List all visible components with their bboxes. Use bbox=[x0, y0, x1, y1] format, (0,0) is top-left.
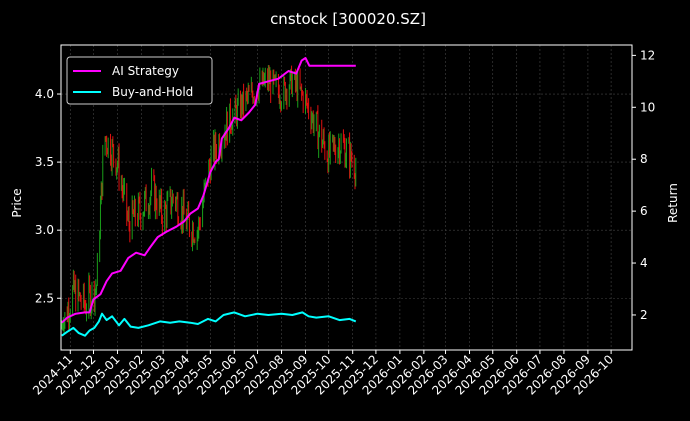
y-left-tick-label: 2.5 bbox=[35, 291, 54, 305]
y-right-tick-label: 6 bbox=[640, 204, 648, 218]
legend-label: AI Strategy bbox=[112, 64, 179, 78]
y-axis-right-label: Return bbox=[666, 183, 680, 223]
y-axis-left-label: Price bbox=[10, 188, 24, 217]
series-line-ai-strategy bbox=[61, 57, 356, 324]
candlesticks bbox=[61, 64, 357, 333]
legend: AI Strategy Buy-and-Hold bbox=[66, 56, 213, 105]
y-left-tick-label: 3.5 bbox=[35, 155, 54, 169]
y-right-tick-label: 12 bbox=[640, 48, 655, 62]
plot-frame bbox=[60, 44, 633, 351]
legend-box bbox=[66, 56, 213, 105]
y-right-tick-label: 10 bbox=[640, 100, 655, 114]
y-axis-right: 2 4 6 8 10 12 bbox=[632, 48, 655, 322]
series-line-buy-and-hold bbox=[61, 311, 357, 337]
y-right-tick-label: 4 bbox=[640, 256, 648, 270]
x-axis: 2024-112024-122025-012025-022025-032025-… bbox=[30, 350, 616, 398]
legend-label: Buy-and-Hold bbox=[112, 85, 193, 99]
y-left-tick-label: 4.0 bbox=[35, 87, 54, 101]
y-right-tick-label: 2 bbox=[640, 308, 648, 322]
chart-title: cnstock [300020.SZ] bbox=[270, 10, 426, 28]
series-lines bbox=[61, 57, 357, 337]
y-right-tick-label: 8 bbox=[640, 152, 648, 166]
y-axis-left: 2.5 3.0 3.5 4.0 bbox=[35, 87, 61, 305]
y-left-tick-label: 3.0 bbox=[35, 223, 54, 237]
